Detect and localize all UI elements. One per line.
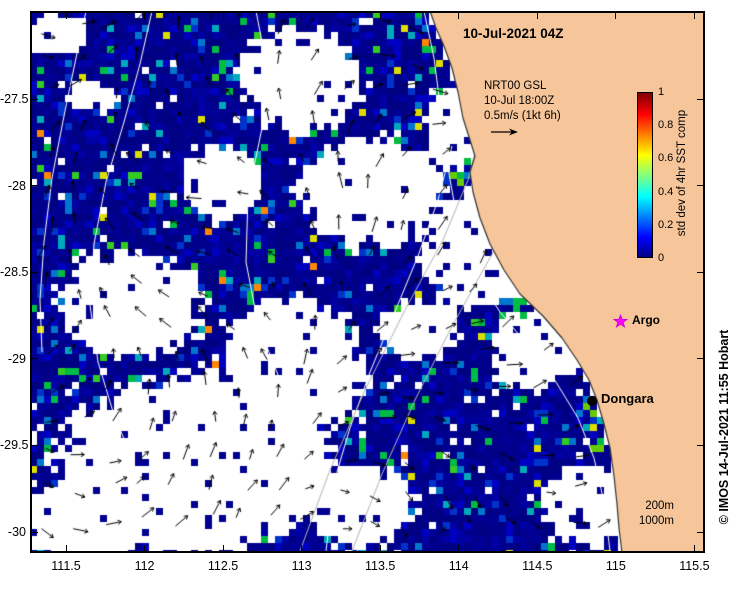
x-tick-mark	[615, 545, 617, 551]
y-tick-mark	[697, 185, 703, 187]
radar-scale-label: 0.5m/s (1kt 6h)	[484, 110, 561, 122]
argo-label: Argo	[632, 313, 660, 327]
x-tick-label: 113.5	[365, 559, 396, 573]
dongara-marker-icon	[587, 396, 597, 406]
y-tick-label: -30	[7, 525, 26, 539]
x-tick-label: 113	[291, 559, 312, 573]
x-tick-mark	[458, 13, 460, 19]
x-tick-mark	[65, 13, 67, 19]
x-tick-label: 115.5	[679, 559, 710, 573]
x-tick-mark	[693, 13, 695, 19]
y-tick-mark	[32, 444, 38, 446]
y-tick-mark	[32, 358, 38, 360]
y-tick-label: -28	[7, 178, 26, 193]
x-tick-mark	[301, 545, 303, 551]
y-tick-mark	[32, 185, 38, 187]
y-tick-mark	[697, 271, 703, 273]
x-tick-label: 114.5	[522, 559, 553, 573]
map-timestamp-title: 10-Jul-2021 04Z	[463, 26, 564, 41]
colorbar-tick-label: 0	[658, 252, 665, 264]
x-tick-mark	[222, 13, 224, 19]
colorbar-tick-label: 0.6	[658, 152, 674, 165]
x-tick-mark	[65, 545, 67, 551]
x-tick-mark	[144, 13, 146, 19]
x-tick-mark	[222, 545, 224, 551]
colorbar-tick-label: 0.4	[658, 185, 674, 198]
velocity-scale-arrow-icon	[491, 128, 518, 136]
x-tick-mark	[144, 545, 146, 551]
dongara-label: Dongara	[601, 391, 654, 406]
x-tick-label: 114	[448, 559, 469, 573]
x-tick-label: 111.5	[51, 559, 81, 573]
x-tick-label: 112.5	[207, 559, 239, 573]
y-tick-label: -27.5	[0, 92, 29, 106]
y-tick-label: -29	[7, 351, 26, 366]
argo-marker-icon	[613, 314, 628, 328]
y-tick-mark	[32, 271, 38, 273]
credit-watermark: © IMOS 14-Jul-2021 11:55 Hobart	[717, 329, 731, 525]
radar-source-label: NRT00 GSL	[484, 80, 547, 92]
y-tick-mark	[32, 531, 38, 533]
y-tick-label: -28.5	[0, 265, 29, 280]
x-tick-mark	[301, 13, 303, 19]
colorbar	[637, 92, 653, 258]
colorbar-label: std dev of 4hr SST comp	[676, 109, 688, 237]
y-tick-mark	[32, 98, 38, 100]
isobath-200m-label: 200m	[645, 500, 674, 512]
y-tick-mark	[697, 531, 703, 533]
colorbar-tick-label: 1	[658, 86, 665, 98]
y-tick-mark	[697, 98, 703, 100]
colorbar-tick-label: 0.8	[658, 119, 674, 132]
y-tick-label: -29.5	[0, 438, 29, 453]
x-tick-label: 115	[605, 559, 626, 573]
isobath-1000m-label: 1000m	[638, 515, 674, 527]
x-tick-mark	[379, 545, 381, 551]
y-tick-mark	[697, 358, 703, 360]
y-tick-mark	[697, 444, 703, 446]
x-tick-mark	[379, 13, 381, 19]
x-tick-mark	[536, 13, 538, 19]
x-tick-mark	[458, 545, 460, 551]
x-tick-label: 112	[134, 559, 155, 573]
map-canvas	[30, 11, 705, 553]
isobath-labels: 200m 1000m	[600, 499, 674, 529]
radar-time-label: 10-Jul 18:00Z	[484, 95, 555, 107]
radar-info-block: NRT00 GSL 10-Jul 18:00Z 0.5m/s (1kt 6h)	[484, 79, 561, 124]
colorbar-tick-label: 0.2	[658, 218, 674, 231]
x-tick-mark	[536, 545, 538, 551]
x-tick-mark	[615, 13, 617, 19]
x-tick-mark	[693, 545, 695, 551]
